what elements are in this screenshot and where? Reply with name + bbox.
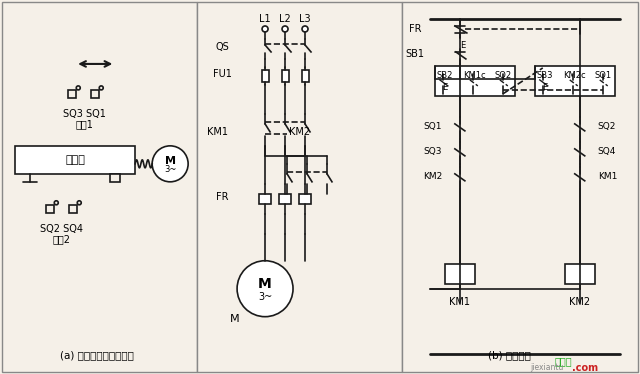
Bar — [92, 90, 99, 98]
Text: M: M — [164, 156, 175, 166]
Text: KM1: KM1 — [449, 297, 470, 307]
Text: 工作台: 工作台 — [65, 155, 85, 165]
Bar — [262, 70, 269, 82]
Circle shape — [152, 146, 188, 182]
Circle shape — [262, 26, 268, 32]
Text: L3: L3 — [300, 14, 311, 24]
Text: (a) 工作自动循环示意图: (a) 工作自动循环示意图 — [60, 351, 134, 361]
Circle shape — [54, 201, 58, 205]
Text: SQ1: SQ1 — [594, 71, 611, 80]
Text: KM1c: KM1c — [463, 71, 486, 80]
Text: SQ2: SQ2 — [598, 122, 616, 131]
Text: KM2: KM2 — [422, 172, 442, 181]
Bar — [299, 194, 311, 204]
Bar — [259, 194, 271, 204]
Bar — [302, 70, 309, 82]
Bar — [110, 174, 120, 182]
Text: FR: FR — [409, 24, 421, 34]
Bar — [445, 264, 475, 284]
Circle shape — [302, 26, 308, 32]
Text: jiexiantu: jiexiantu — [530, 363, 563, 372]
Circle shape — [237, 261, 293, 317]
Text: L1: L1 — [259, 14, 271, 24]
Bar — [535, 66, 614, 96]
Bar — [69, 205, 77, 213]
Text: SQ3: SQ3 — [424, 147, 442, 156]
Text: 3~: 3~ — [164, 165, 177, 174]
Bar — [46, 205, 54, 213]
Text: KM2: KM2 — [289, 127, 310, 137]
Circle shape — [282, 26, 288, 32]
Text: SQ1: SQ1 — [424, 122, 442, 131]
Bar — [435, 66, 515, 96]
Text: KM2c: KM2c — [563, 71, 586, 80]
Text: SQ2: SQ2 — [494, 71, 511, 80]
Text: 位置1: 位置1 — [76, 119, 93, 129]
Bar — [402, 2, 637, 372]
Bar — [68, 90, 76, 98]
Circle shape — [77, 201, 81, 205]
Text: L2: L2 — [279, 14, 291, 24]
Text: (b) 控制线路: (b) 控制线路 — [488, 351, 531, 361]
Text: KM2: KM2 — [569, 297, 590, 307]
Text: FU1: FU1 — [212, 69, 232, 79]
Bar — [282, 70, 289, 82]
Text: SB1: SB1 — [405, 49, 424, 59]
Text: M: M — [258, 277, 272, 291]
Circle shape — [76, 86, 80, 90]
Text: SB3: SB3 — [536, 71, 553, 80]
Bar — [279, 194, 291, 204]
Text: E: E — [460, 42, 465, 50]
Text: 3~: 3~ — [258, 292, 272, 302]
Text: E: E — [442, 83, 447, 92]
Text: SQ2 SQ4: SQ2 SQ4 — [40, 224, 83, 234]
Text: KM1: KM1 — [598, 172, 617, 181]
Text: E: E — [542, 83, 547, 92]
Text: FR: FR — [216, 192, 228, 202]
Text: 接线图: 接线图 — [555, 357, 572, 367]
Text: SQ4: SQ4 — [598, 147, 616, 156]
Text: .com: .com — [572, 363, 598, 373]
Text: QS: QS — [215, 42, 229, 52]
Bar — [3, 2, 197, 372]
Text: KM1: KM1 — [207, 127, 228, 137]
Text: SQ3 SQ1: SQ3 SQ1 — [63, 109, 106, 119]
Text: M: M — [230, 314, 240, 324]
Text: 位置2: 位置2 — [52, 234, 70, 244]
Bar — [15, 146, 135, 174]
Bar — [197, 2, 402, 372]
Circle shape — [99, 86, 103, 90]
Text: SB2: SB2 — [436, 71, 453, 80]
Bar — [564, 264, 595, 284]
